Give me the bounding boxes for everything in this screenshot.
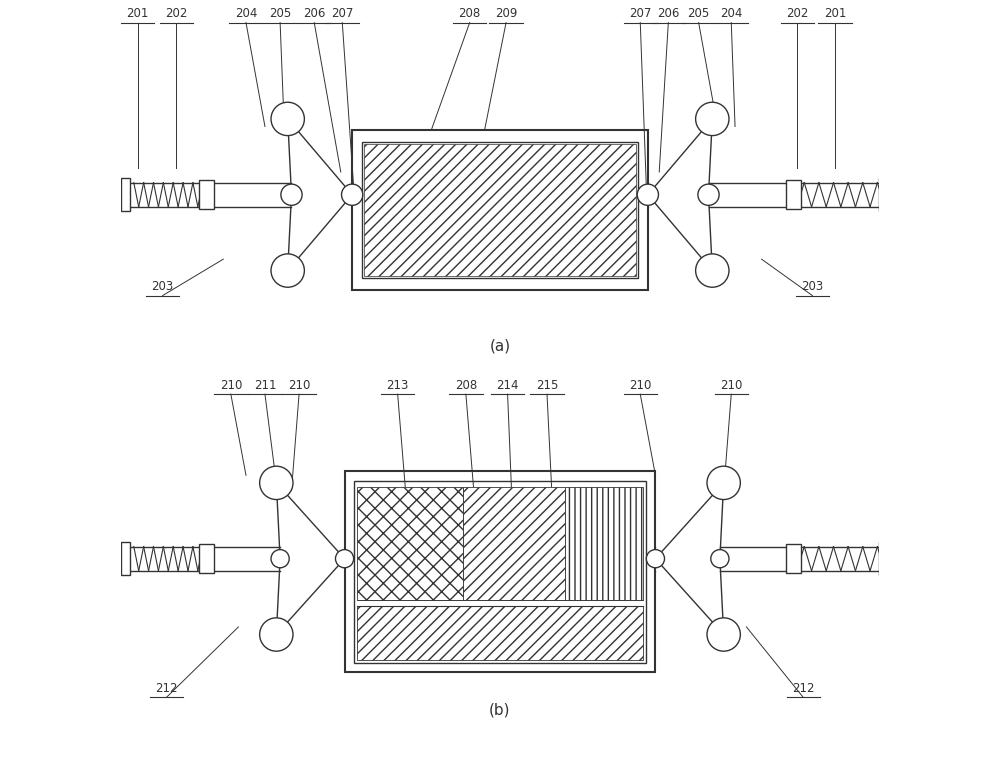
Bar — [121, 542, 130, 575]
Bar — [879, 542, 888, 575]
Text: 207: 207 — [331, 8, 353, 21]
Circle shape — [707, 618, 740, 651]
Bar — [879, 178, 888, 212]
Bar — [362, 142, 638, 278]
Text: 209: 209 — [495, 8, 517, 21]
Bar — [357, 486, 463, 600]
Circle shape — [342, 184, 363, 205]
Bar — [565, 486, 643, 600]
Bar — [463, 486, 565, 600]
Text: 202: 202 — [786, 8, 808, 21]
Circle shape — [260, 466, 293, 499]
Text: (b): (b) — [489, 702, 511, 718]
Circle shape — [260, 618, 293, 651]
Text: 208: 208 — [455, 379, 477, 392]
Bar — [199, 180, 214, 209]
Circle shape — [698, 184, 719, 205]
Text: 210: 210 — [220, 379, 242, 392]
Text: 214: 214 — [496, 379, 519, 392]
Circle shape — [696, 102, 729, 135]
Bar — [364, 144, 636, 276]
Bar — [199, 544, 214, 573]
Bar — [357, 606, 643, 661]
Circle shape — [696, 254, 729, 287]
Circle shape — [271, 254, 304, 287]
Bar — [786, 544, 801, 573]
Text: 203: 203 — [151, 280, 174, 293]
Text: 205: 205 — [688, 8, 710, 21]
Bar — [345, 472, 655, 673]
Text: 212: 212 — [155, 682, 178, 695]
Circle shape — [637, 184, 658, 205]
Text: 206: 206 — [657, 8, 680, 21]
Text: 213: 213 — [386, 379, 409, 392]
Text: 204: 204 — [720, 8, 742, 21]
Text: 212: 212 — [792, 682, 815, 695]
Circle shape — [271, 102, 304, 135]
Bar — [354, 482, 646, 663]
Text: 210: 210 — [288, 379, 310, 392]
Text: 203: 203 — [801, 280, 824, 293]
Circle shape — [711, 549, 729, 568]
Bar — [352, 130, 648, 289]
Text: (a): (a) — [489, 339, 511, 354]
Bar — [786, 180, 801, 209]
Text: 208: 208 — [459, 8, 481, 21]
Circle shape — [335, 549, 354, 568]
Text: 206: 206 — [303, 8, 325, 21]
Text: 204: 204 — [235, 8, 257, 21]
Text: 201: 201 — [126, 8, 149, 21]
Circle shape — [281, 184, 302, 205]
Text: 205: 205 — [269, 8, 291, 21]
Text: 202: 202 — [165, 8, 187, 21]
Bar — [121, 178, 130, 212]
Text: 210: 210 — [720, 379, 742, 392]
Circle shape — [646, 549, 665, 568]
Text: 211: 211 — [254, 379, 276, 392]
Text: 201: 201 — [824, 8, 846, 21]
Text: 210: 210 — [629, 379, 651, 392]
Text: 207: 207 — [629, 8, 651, 21]
Circle shape — [707, 466, 740, 499]
Circle shape — [271, 549, 289, 568]
Text: 215: 215 — [536, 379, 558, 392]
